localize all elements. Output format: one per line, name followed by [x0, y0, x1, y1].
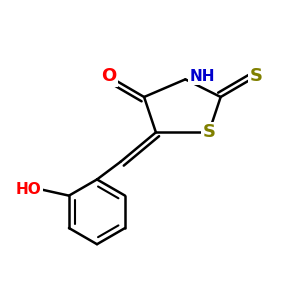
Text: NH: NH [190, 69, 215, 84]
Text: S: S [250, 68, 262, 85]
Text: HO: HO [15, 182, 41, 197]
Text: S: S [202, 123, 215, 141]
Text: O: O [101, 68, 116, 85]
